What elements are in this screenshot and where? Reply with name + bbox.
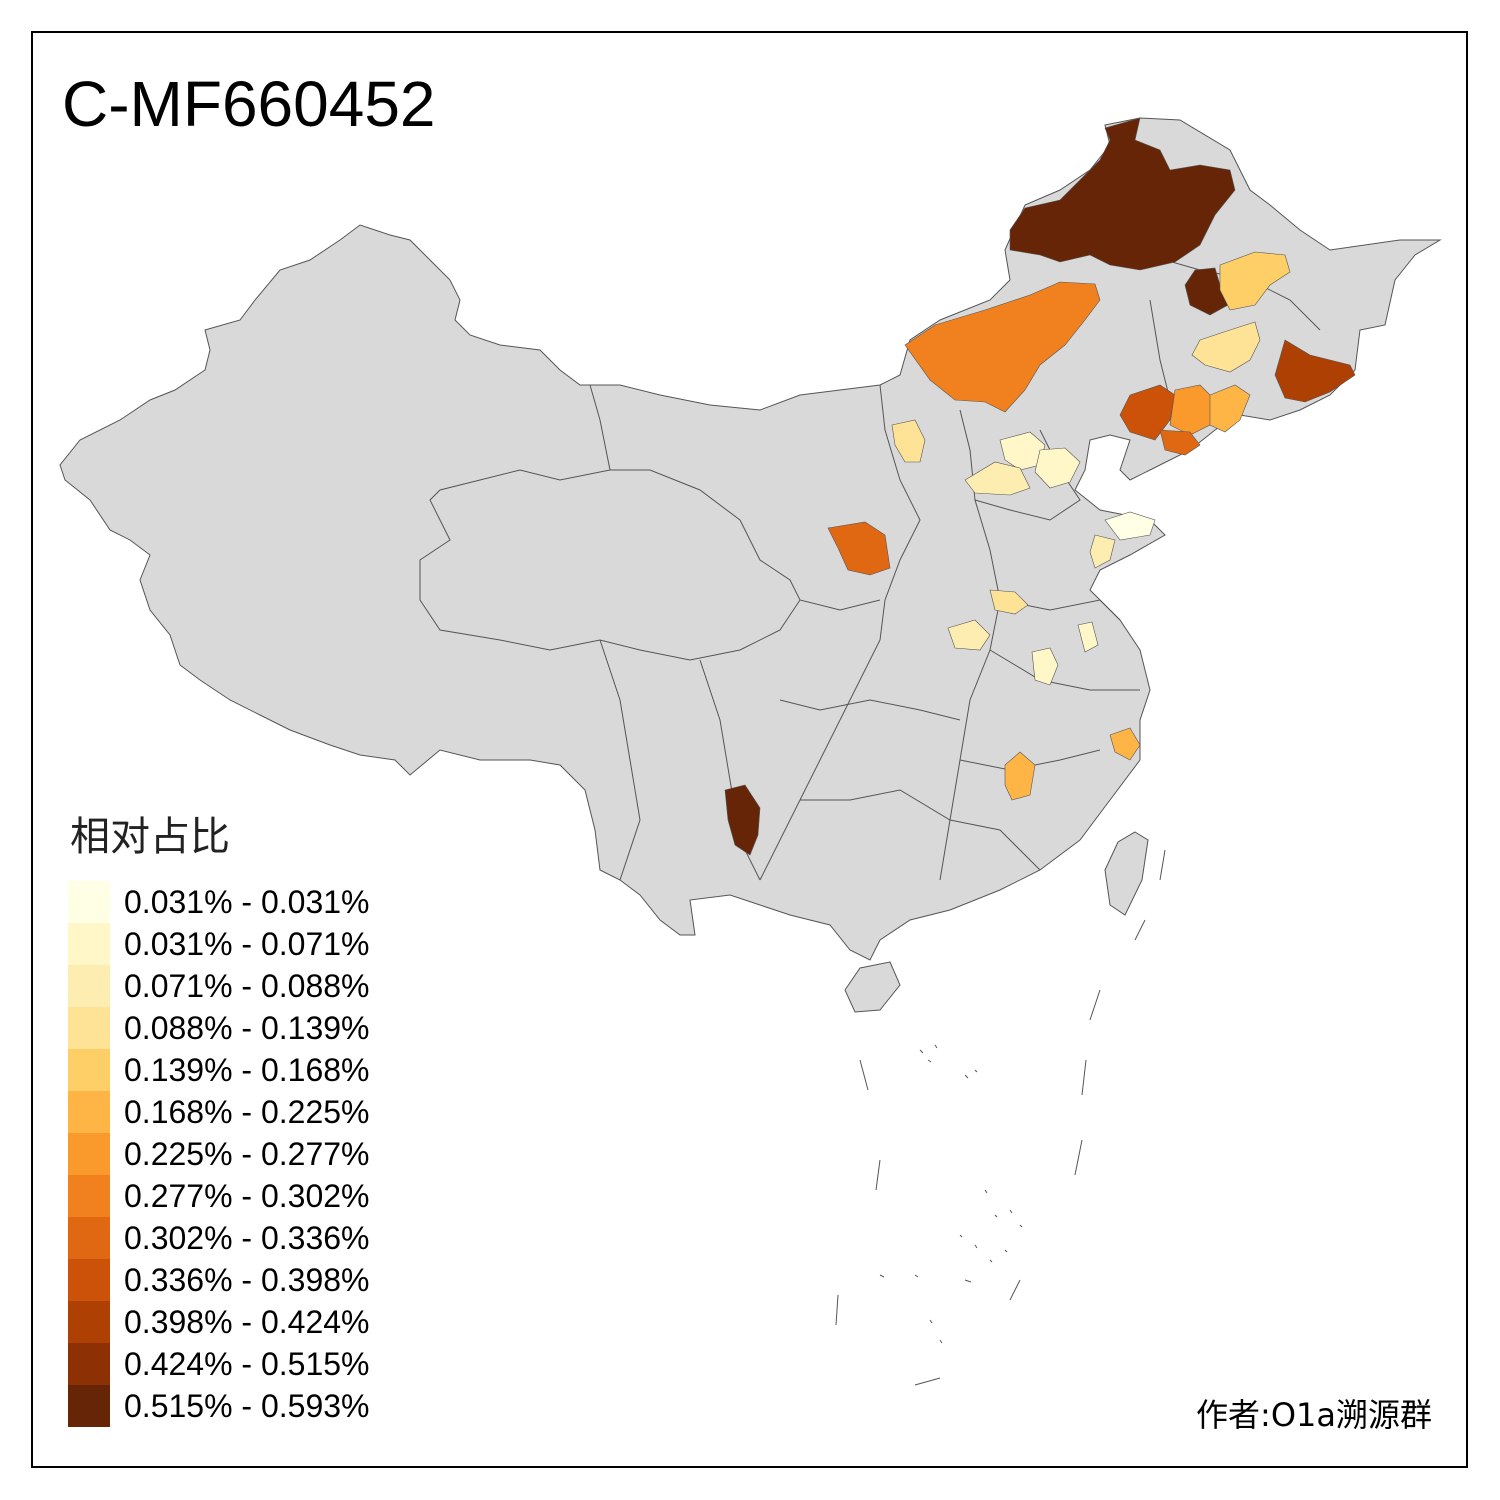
legend-swatch <box>68 1385 110 1427</box>
legend-swatch <box>68 1259 110 1301</box>
legend-label: 0.302% - 0.336% <box>124 1219 370 1256</box>
region-jiangsu <box>1077 621 1099 653</box>
legend-label: 0.277% - 0.302% <box>124 1177 370 1214</box>
region-henan-north <box>989 589 1029 615</box>
legend-swatch <box>68 1217 110 1259</box>
legend-item: 0.225% - 0.277% <box>68 1133 370 1175</box>
region-hebei-east <box>1034 447 1081 489</box>
region-shandong-east <box>1104 511 1156 541</box>
legend-swatch <box>68 1007 110 1049</box>
hainan-region <box>844 961 901 1013</box>
legend: 相对占比 0.031% - 0.031% 0.031% - 0.071% 0.0… <box>68 815 370 1427</box>
legend-swatch <box>68 1301 110 1343</box>
author-credit: 作者:O1a溯源群 <box>1196 1396 1432 1434</box>
legend-label: 0.031% - 0.031% <box>124 883 370 920</box>
legend-rows: 0.031% - 0.031% 0.031% - 0.071% 0.071% -… <box>68 881 370 1427</box>
legend-label: 0.515% - 0.593% <box>124 1387 370 1424</box>
region-jiangxi <box>1004 751 1036 801</box>
legend-item: 0.398% - 0.424% <box>68 1301 370 1343</box>
region-shandong-coast <box>1089 534 1116 569</box>
legend-item: 0.424% - 0.515% <box>68 1343 370 1385</box>
legend-item: 0.139% - 0.168% <box>68 1049 370 1091</box>
region-liaoning-south <box>1159 429 1201 456</box>
legend-swatch <box>68 965 110 1007</box>
region-qiqihar <box>1184 267 1229 316</box>
map-title: C-MF660452 <box>62 68 436 140</box>
region-hegang-area <box>1219 251 1291 311</box>
legend-label: 0.336% - 0.398% <box>124 1261 370 1298</box>
taiwan-region <box>1104 831 1149 916</box>
region-shaanxi-yulin <box>827 521 891 576</box>
region-yunnan-west <box>724 784 761 856</box>
region-liaoning-east <box>1209 384 1251 433</box>
legend-swatch <box>68 1091 110 1133</box>
region-inner-mongolia-central <box>904 281 1101 413</box>
legend-item: 0.302% - 0.336% <box>68 1217 370 1259</box>
legend-item: 0.088% - 0.139% <box>68 1007 370 1049</box>
legend-label: 0.398% - 0.424% <box>124 1303 370 1340</box>
region-jilin-center <box>1191 321 1261 373</box>
legend-swatch <box>68 923 110 965</box>
legend-item: 0.515% - 0.593% <box>68 1385 370 1427</box>
legend-item: 0.336% - 0.398% <box>68 1259 370 1301</box>
region-ordos <box>891 419 926 463</box>
legend-item: 0.168% - 0.225% <box>68 1091 370 1133</box>
legend-swatch <box>68 1343 110 1385</box>
legend-item: 0.031% - 0.031% <box>68 881 370 923</box>
legend-swatch <box>68 1133 110 1175</box>
region-hebei-west <box>964 461 1031 496</box>
legend-title: 相对占比 <box>70 814 230 860</box>
region-zhejiang <box>1109 727 1141 761</box>
region-henan-south <box>947 619 991 651</box>
legend-item: 0.031% - 0.071% <box>68 923 370 965</box>
legend-label: 0.168% - 0.225% <box>124 1093 370 1130</box>
legend-label: 0.139% - 0.168% <box>124 1051 370 1088</box>
legend-swatch <box>68 881 110 923</box>
region-yanbian <box>1274 339 1356 403</box>
legend-label: 0.071% - 0.088% <box>124 967 370 1004</box>
legend-swatch <box>68 1175 110 1217</box>
legend-label: 0.031% - 0.071% <box>124 925 370 962</box>
region-hulunbuir <box>1009 117 1236 271</box>
legend-swatch <box>68 1049 110 1091</box>
legend-item: 0.277% - 0.302% <box>68 1175 370 1217</box>
legend-label: 0.424% - 0.515% <box>124 1345 370 1382</box>
south-china-sea-islands <box>835 849 1166 1386</box>
legend-label: 0.088% - 0.139% <box>124 1009 370 1046</box>
legend-item: 0.071% - 0.088% <box>68 965 370 1007</box>
highlighted-regions <box>724 117 1356 856</box>
legend-label: 0.225% - 0.277% <box>124 1135 370 1172</box>
map-frame <box>31 31 1468 1468</box>
region-anhui <box>1031 647 1059 686</box>
